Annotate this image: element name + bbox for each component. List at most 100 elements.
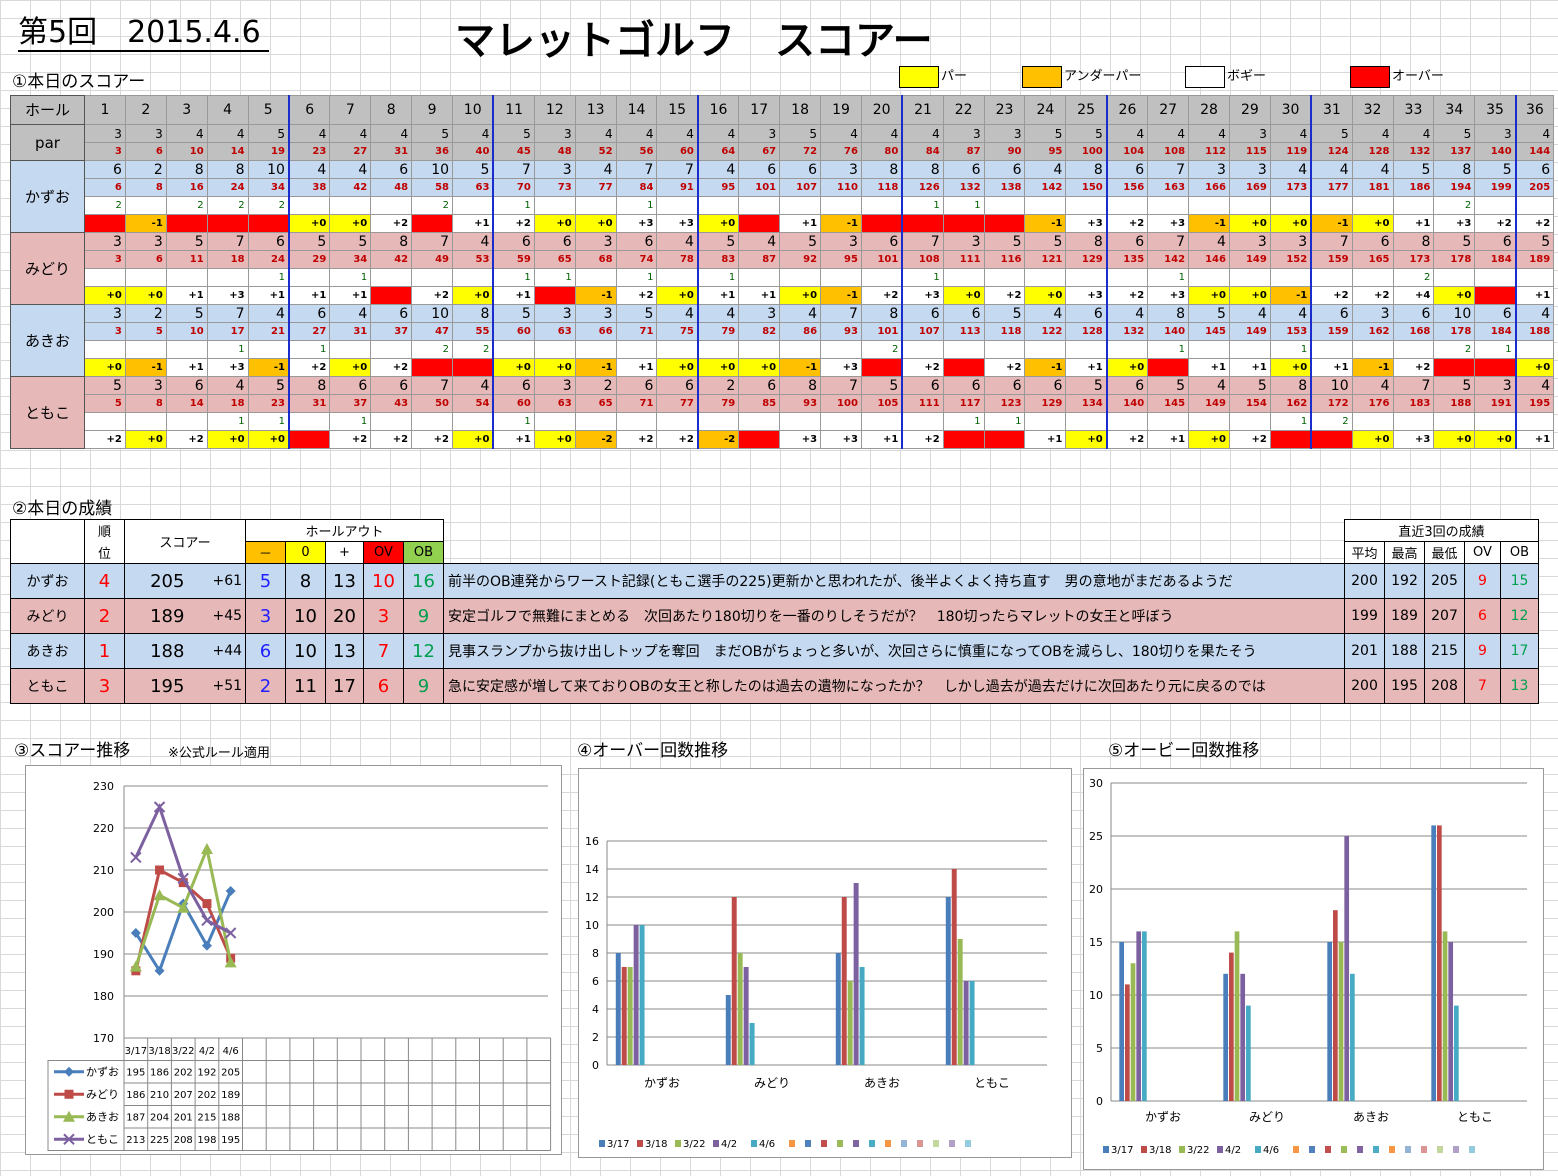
par-value: 4 bbox=[206, 124, 249, 143]
cumulative-score: 101 bbox=[860, 250, 904, 269]
data-point bbox=[201, 940, 212, 951]
comment-header bbox=[443, 519, 1345, 564]
hole-number: 5 bbox=[247, 95, 290, 125]
hole-number: 35 bbox=[1474, 95, 1517, 125]
recent-best: 188 bbox=[1384, 633, 1425, 669]
recent-average: 200 bbox=[1344, 563, 1385, 599]
par-cumulative: 108 bbox=[1147, 142, 1190, 161]
legend-series-name: みどり bbox=[86, 1088, 119, 1101]
par-count: 8 bbox=[285, 563, 326, 599]
par-value: 4 bbox=[165, 124, 208, 143]
hole-result: -2 bbox=[574, 430, 617, 449]
stroke-count: 7 bbox=[615, 160, 658, 179]
cumulative-score: 189 bbox=[1515, 250, 1555, 269]
stroke-count: 5 bbox=[983, 232, 1026, 251]
stroke-count: 3 bbox=[1228, 232, 1271, 251]
y-tick-label: 230 bbox=[93, 780, 114, 793]
comment-text: 急に安定感が増して来ておりOBの女王と称したのは過去の遺物になったか？ しかし過… bbox=[443, 668, 1345, 704]
par-value: 4 bbox=[329, 124, 372, 143]
ob-count bbox=[1106, 340, 1149, 359]
legend-swatch bbox=[1309, 1146, 1315, 1153]
cumulative-score: 18 bbox=[206, 250, 249, 269]
player-cum-row: 3 6 11 18 24 29 34 42 49 53 59 65 68 74 78 83 87 92 95 101 1… bbox=[11, 250, 1555, 269]
cumulative-score: 3 bbox=[84, 322, 126, 341]
hole-number: 21 bbox=[901, 95, 944, 125]
y-tick-label: 12 bbox=[585, 891, 599, 904]
hole-result: +1 bbox=[697, 286, 740, 305]
par-cumulative: 137 bbox=[1433, 142, 1476, 161]
recent-worst: 207 bbox=[1424, 598, 1465, 634]
table-value: 187 bbox=[126, 1113, 145, 1124]
cumulative-score: 95 bbox=[697, 178, 740, 197]
ob-count bbox=[942, 340, 985, 359]
stroke-count: 3 bbox=[1188, 160, 1230, 179]
hole-result: +2 bbox=[1106, 430, 1149, 449]
stroke-count: 6 bbox=[370, 160, 413, 179]
hole-result bbox=[411, 358, 454, 377]
hole-result: +0 bbox=[533, 214, 576, 233]
legend-swatch bbox=[901, 1140, 907, 1147]
stroke-count: 5 bbox=[860, 376, 904, 395]
hole-result bbox=[1433, 358, 1476, 377]
bar bbox=[1448, 942, 1454, 1101]
cumulative-score: 34 bbox=[247, 178, 290, 197]
bar bbox=[1240, 973, 1246, 1101]
bar bbox=[627, 967, 633, 1065]
legend-swatch bbox=[869, 1140, 875, 1147]
stroke-count: 3 bbox=[942, 232, 985, 251]
y-tick-label: 16 bbox=[585, 835, 599, 848]
stroke-count: 8 bbox=[860, 304, 904, 323]
stroke-count: 6 bbox=[1106, 376, 1149, 395]
recent-worst: 215 bbox=[1424, 633, 1465, 669]
hole-result: +0 bbox=[206, 430, 249, 449]
cumulative-score: 172 bbox=[1310, 394, 1353, 413]
ob-count bbox=[1392, 196, 1435, 215]
ob-count: 2 bbox=[84, 196, 126, 215]
table-value: 205 bbox=[221, 1068, 240, 1079]
par-cumulative: 84 bbox=[901, 142, 944, 161]
hole-result bbox=[165, 214, 208, 233]
ob-count bbox=[124, 412, 167, 431]
stroke-count: 3 bbox=[1228, 160, 1271, 179]
score-header: スコアー bbox=[124, 519, 246, 564]
cumulative-score: 121 bbox=[1024, 250, 1067, 269]
stroke-count: 6 bbox=[942, 376, 985, 395]
data-point bbox=[64, 1089, 74, 1099]
cumulative-score: 145 bbox=[1188, 322, 1230, 341]
cumulative-score: 18 bbox=[206, 394, 249, 413]
player-result-row: -1 +0 +0 +2 +1 +2 +0 +0 +3 +3 +0 +1 -1 -1 +3 +2 +3 -1 +0 +0… bbox=[11, 214, 1555, 233]
ob-count bbox=[1515, 412, 1555, 431]
ob-count bbox=[124, 268, 167, 287]
hole-result: +2 bbox=[84, 430, 126, 449]
stroke-count: 4 bbox=[1351, 160, 1394, 179]
score-trend-chart: 170 180 190 200 210 220 230 3/17 3/18 3/22 4/2 4/6 か… bbox=[25, 765, 562, 1155]
legend-swatch bbox=[1373, 1146, 1379, 1153]
stroke-count: 4 bbox=[247, 304, 290, 323]
rank-value: 4 bbox=[84, 563, 125, 599]
cumulative-score: 82 bbox=[738, 322, 781, 341]
stroke-count: 6 bbox=[779, 160, 822, 179]
stroke-count: 2 bbox=[124, 160, 167, 179]
hole-result: +1 bbox=[1515, 430, 1555, 449]
legend-series-name: ともこ bbox=[86, 1133, 119, 1146]
comment-text: 安定ゴルフで無難にまとめる 次回あたり180切りを一番のりしそうだが？ 180切… bbox=[443, 598, 1345, 634]
bar bbox=[853, 883, 859, 1065]
ob-count bbox=[1474, 196, 1517, 215]
cumulative-score: 184 bbox=[1474, 250, 1517, 269]
cumulative-score: 205 bbox=[1515, 178, 1555, 197]
hole-result: +0 bbox=[533, 358, 576, 377]
hole-result bbox=[84, 214, 126, 233]
cumulative-score: 183 bbox=[1392, 394, 1435, 413]
par-value: 5 bbox=[1065, 124, 1108, 143]
rule-note: ※公式ルール適用 bbox=[168, 746, 270, 761]
recent-ob: 12 bbox=[1500, 598, 1539, 634]
ob-count bbox=[656, 268, 699, 287]
legend-series-name: 4/6 bbox=[1263, 1145, 1279, 1156]
legend-swatch bbox=[789, 1140, 795, 1147]
hole-result: +0 bbox=[697, 358, 740, 377]
cumulative-score: 117 bbox=[942, 394, 985, 413]
zero-header: 0 bbox=[285, 541, 326, 564]
cumulative-score: 107 bbox=[779, 178, 822, 197]
table-value: 202 bbox=[174, 1068, 193, 1079]
table-value: 198 bbox=[197, 1135, 216, 1146]
